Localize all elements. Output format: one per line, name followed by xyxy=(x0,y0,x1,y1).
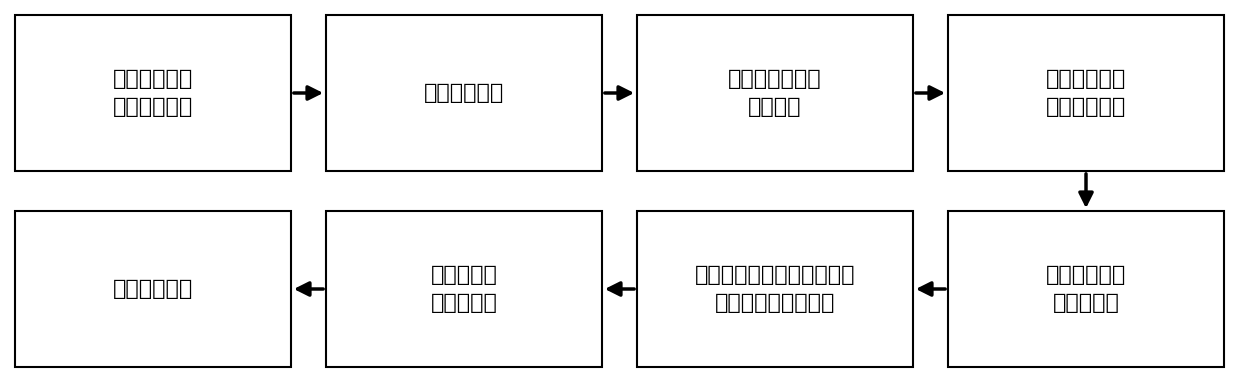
Bar xyxy=(15,15,291,171)
Bar xyxy=(948,211,1224,367)
Text: 智能程序控
制气体喷出: 智能程序控 制气体喷出 xyxy=(431,265,497,313)
Text: 液化二氧化碳
注入绝热罐体: 液化二氧化碳 注入绝热罐体 xyxy=(113,69,193,117)
Text: 罐内液体二氧
化碳瞬时升温: 罐内液体二氧 化碳瞬时升温 xyxy=(1046,69,1126,117)
Bar xyxy=(326,211,602,367)
Text: 尾部设有智能泄压阀，释放
相变气体进入缓冲腔: 尾部设有智能泄压阀，释放 相变气体进入缓冲腔 xyxy=(695,265,855,313)
Bar xyxy=(637,15,913,171)
Text: 获得目标推力: 获得目标推力 xyxy=(113,279,193,299)
Text: 达到温度相变
点实现相变: 达到温度相变 点实现相变 xyxy=(1046,265,1126,313)
Bar xyxy=(326,15,602,171)
Bar xyxy=(948,15,1224,171)
Bar xyxy=(637,211,913,367)
Text: 高电压放电产生
等离子体: 高电压放电产生 等离子体 xyxy=(729,69,821,117)
Bar xyxy=(15,211,291,367)
Text: 罐体设置电极: 罐体设置电极 xyxy=(424,83,504,103)
